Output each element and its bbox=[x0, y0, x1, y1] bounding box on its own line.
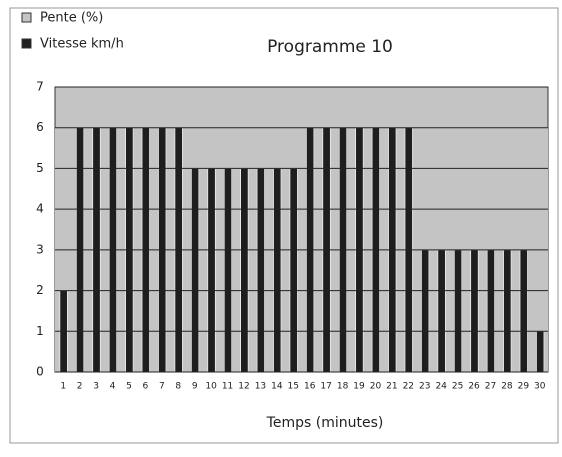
y-tick-label: 1 bbox=[36, 324, 44, 338]
x-tick-label: 27 bbox=[485, 382, 496, 392]
legend-swatch bbox=[21, 38, 32, 49]
x-tick-label: 22 bbox=[403, 382, 414, 392]
x-tick-label: 28 bbox=[501, 382, 513, 392]
x-tick-label: 4 bbox=[110, 382, 116, 392]
y-tick-label: 3 bbox=[36, 242, 44, 256]
x-axis-label: Temps (minutes) bbox=[266, 415, 384, 431]
x-tick-label: 6 bbox=[143, 382, 149, 392]
y-tick-label: 7 bbox=[36, 80, 44, 94]
x-tick-label: 13 bbox=[255, 382, 266, 392]
x-tick-label: 26 bbox=[468, 382, 480, 392]
vitesse-bar bbox=[421, 249, 430, 373]
x-tick-label: 19 bbox=[353, 382, 365, 392]
legend-label: Pente (%) bbox=[40, 11, 103, 26]
vitesse-bar bbox=[256, 168, 265, 373]
vitesse-bar bbox=[536, 330, 545, 373]
legend-label: Vitesse km/h bbox=[40, 37, 124, 52]
y-tick-label: 4 bbox=[36, 202, 44, 216]
x-tick-label: 8 bbox=[175, 382, 181, 392]
x-tick-label: 9 bbox=[192, 382, 198, 392]
x-tick-label: 14 bbox=[271, 382, 283, 392]
y-tick-label: 2 bbox=[36, 283, 44, 297]
vitesse-bar bbox=[470, 249, 479, 373]
x-tick-label: 5 bbox=[126, 382, 132, 392]
x-tick-label: 23 bbox=[419, 382, 430, 392]
x-tick-label: 20 bbox=[370, 382, 382, 392]
x-tick-label: 11 bbox=[222, 382, 233, 392]
vitesse-bar bbox=[207, 168, 216, 373]
x-tick-label: 24 bbox=[435, 382, 447, 392]
vitesse-bar bbox=[191, 168, 200, 373]
x-tick-label: 2 bbox=[77, 382, 83, 392]
vitesse-bar bbox=[240, 168, 249, 373]
x-tick-label: 7 bbox=[159, 382, 165, 392]
x-tick-label: 12 bbox=[238, 382, 249, 392]
y-tick-label: 0 bbox=[36, 365, 44, 379]
x-tick-label: 30 bbox=[534, 382, 546, 392]
vitesse-bar bbox=[503, 249, 512, 373]
x-tick-label: 21 bbox=[386, 382, 397, 392]
x-tick-label: 1 bbox=[60, 382, 66, 392]
vitesse-bar bbox=[223, 168, 232, 373]
vitesse-bar bbox=[454, 249, 463, 373]
x-tick-label: 17 bbox=[320, 382, 331, 392]
x-tick-label: 15 bbox=[288, 382, 299, 392]
vitesse-bar bbox=[273, 168, 282, 373]
chart-title: Programme 10 bbox=[267, 37, 393, 57]
x-tick-label: 10 bbox=[205, 382, 217, 392]
legend-swatch bbox=[21, 12, 32, 23]
x-tick-label: 25 bbox=[452, 382, 463, 392]
x-tick-label: 18 bbox=[337, 382, 349, 392]
x-tick-label: 29 bbox=[518, 382, 530, 392]
y-tick-label: 6 bbox=[36, 120, 44, 134]
x-tick-label: 3 bbox=[93, 382, 99, 392]
y-tick-label: 5 bbox=[36, 161, 44, 175]
vitesse-bar bbox=[486, 249, 495, 373]
vitesse-bar bbox=[289, 168, 298, 373]
vitesse-bar bbox=[519, 249, 528, 373]
vitesse-bar bbox=[437, 249, 446, 373]
x-tick-label: 16 bbox=[304, 382, 316, 392]
